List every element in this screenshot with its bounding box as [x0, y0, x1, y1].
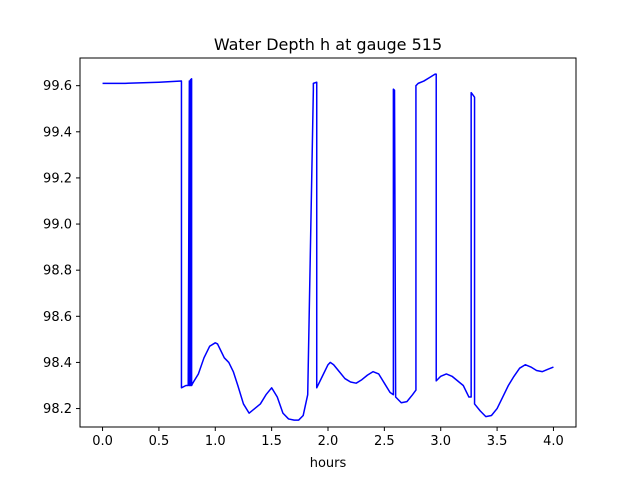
y-tick-label: 98.2	[43, 402, 72, 417]
x-tick-label: 1.5	[261, 434, 282, 449]
series-line	[102, 73, 554, 421]
chart-title: Water Depth h at gauge 515	[214, 35, 442, 54]
x-axis-label: hours	[310, 456, 347, 471]
y-axis-ticks: 98.2 98.4 98.6 98.8 99.0 99.2 99.4 99.6	[43, 79, 80, 417]
x-tick-label: 3.0	[430, 434, 451, 449]
plot-background	[80, 58, 576, 427]
y-tick-label: 98.8	[43, 264, 72, 279]
x-tick-label: 1.0	[205, 434, 226, 449]
x-axis-ticks: 0.0 0.5 1.0 1.5 2.0 2.5 3.0 3.5 4.0	[92, 427, 564, 449]
x-tick-label: 2.0	[318, 434, 339, 449]
y-tick-label: 99.0	[43, 218, 72, 233]
y-tick-label: 98.4	[43, 356, 72, 371]
x-tick-label: 4.0	[543, 434, 564, 449]
x-tick-label: 0.0	[92, 434, 113, 449]
y-tick-label: 99.2	[43, 171, 72, 186]
plot-area	[79, 57, 577, 428]
y-tick-label: 98.6	[43, 310, 72, 325]
y-tick-label: 99.6	[43, 79, 72, 94]
x-tick-label: 0.5	[149, 434, 170, 449]
y-tick-label: 99.4	[43, 125, 72, 140]
x-tick-label: 2.5	[374, 434, 395, 449]
x-tick-label: 3.5	[487, 434, 508, 449]
